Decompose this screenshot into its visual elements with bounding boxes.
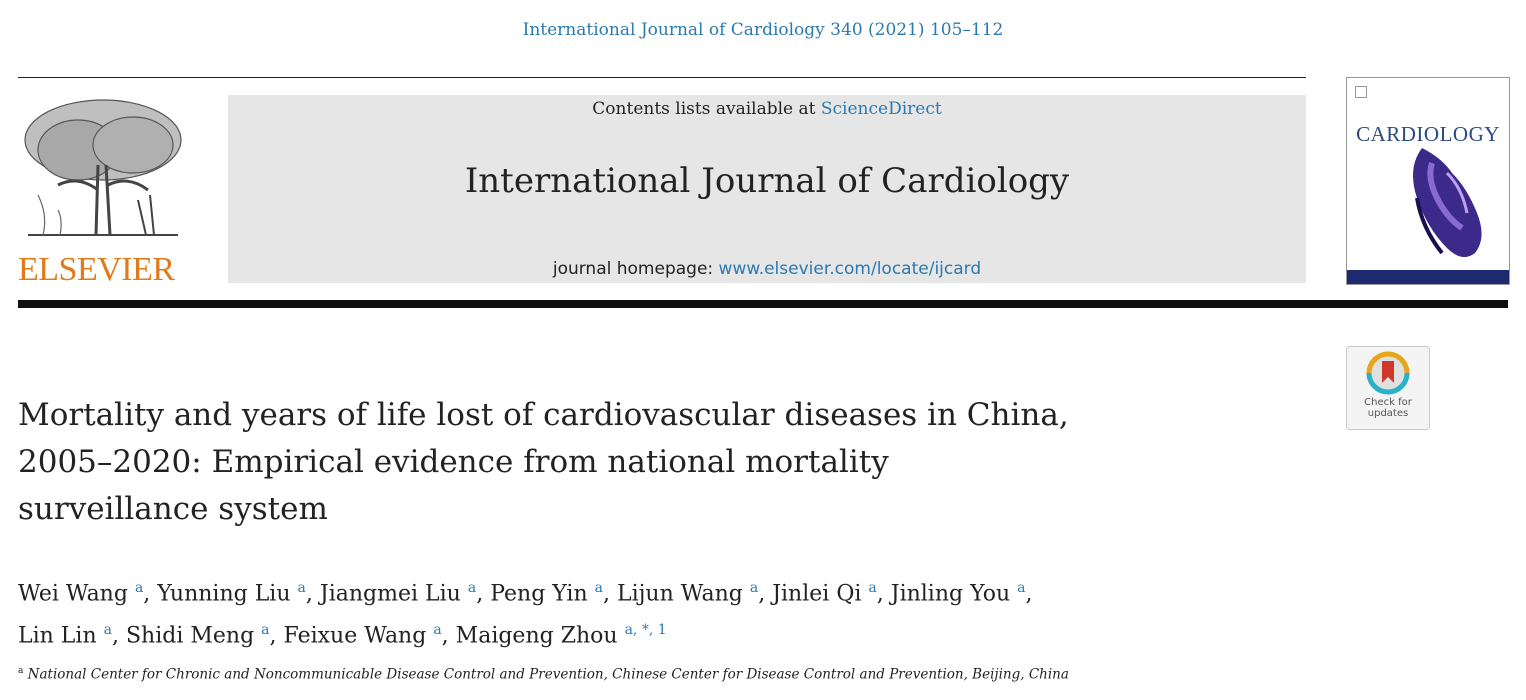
- author-affiliation-ref[interactable]: a: [297, 580, 306, 596]
- article-title-line: 2005–2020: Empirical evidence from natio…: [18, 444, 889, 480]
- journal-citation[interactable]: International Journal of Cardiology 340 …: [522, 20, 1004, 40]
- journal-header: ELSEVIER Contents lists available at Sci…: [18, 77, 1510, 288]
- heart-illustration-icon: [1413, 148, 1482, 257]
- check-for-updates-button[interactable]: Check for updates: [1346, 346, 1430, 430]
- author-affiliation-ref[interactable]: a: [433, 622, 442, 639]
- author-affiliation-ref[interactable]: a: [868, 580, 877, 596]
- author-name[interactable]: Jiangmei Liu: [319, 581, 461, 607]
- article-title-line: Mortality and years of life lost of card…: [18, 397, 1069, 433]
- author-name[interactable]: Jinlei Qi: [772, 581, 862, 607]
- journal-masthead: Contents lists available at ScienceDirec…: [228, 95, 1306, 283]
- contents-prefix: Contents lists available at: [592, 99, 821, 119]
- author-affiliation-ref[interactable]: a: [594, 580, 603, 596]
- publisher-logo[interactable]: ELSEVIER: [18, 95, 186, 288]
- author-affiliation-ref[interactable]: a: [1017, 580, 1026, 596]
- affiliation: a National Center for Chronic and Noncom…: [18, 666, 1318, 683]
- check-for-updates-label: Check for updates: [1364, 397, 1412, 419]
- author-affiliation-ref[interactable]: a: [134, 580, 144, 596]
- cover-logo-icon: [1355, 86, 1367, 98]
- journal-cover-thumbnail[interactable]: CARDIOLOGY: [1346, 77, 1510, 285]
- author-name[interactable]: Lijun Wang: [616, 581, 743, 607]
- contents-line: Contents lists available at ScienceDirec…: [228, 99, 1306, 119]
- author-affiliation-ref[interactable]: a, *, 1: [624, 622, 667, 639]
- sciencedirect-link[interactable]: ScienceDirect: [820, 99, 942, 119]
- author-name[interactable]: Shidi Meng: [125, 623, 255, 649]
- affiliation-mark: a: [18, 666, 24, 676]
- author-name[interactable]: Yunning Liu: [157, 581, 291, 607]
- author-affiliation-ref[interactable]: a: [749, 580, 759, 596]
- author-name[interactable]: Lin Lin: [18, 623, 97, 649]
- cover-footer-bar: [1347, 270, 1509, 284]
- author-affiliation-ref[interactable]: a: [261, 622, 270, 639]
- author-affiliation-ref[interactable]: a: [467, 580, 477, 596]
- header-divider: [18, 300, 1508, 308]
- author-affiliation-ref[interactable]: a: [103, 622, 112, 639]
- top-divider: [18, 77, 1306, 78]
- homepage-prefix: journal homepage:: [552, 259, 719, 279]
- affiliation-text: National Center for Chronic and Noncommu…: [27, 666, 1069, 683]
- journal-name: International Journal of Cardiology: [464, 161, 1070, 201]
- homepage-line: journal homepage: www.elsevier.com/locat…: [228, 259, 1306, 279]
- author-name[interactable]: Feixue Wang: [283, 623, 427, 649]
- article-title: Mortality and years of life lost of card…: [18, 392, 1248, 533]
- author-name[interactable]: Peng Yin: [490, 581, 588, 607]
- author-list: Wei Wang a, Yunning Liu a, Jiangmei Liu …: [18, 580, 1033, 649]
- article-title-line: surveillance system: [18, 491, 328, 527]
- author-name[interactable]: Maigeng Zhou: [455, 623, 618, 649]
- author-name[interactable]: Jinling You: [890, 581, 1011, 607]
- journal-homepage-link[interactable]: www.elsevier.com/locate/ijcard: [718, 259, 982, 279]
- cover-title: CARDIOLOGY: [1356, 122, 1500, 146]
- author-name[interactable]: Wei Wang: [18, 581, 128, 607]
- publisher-name: ELSEVIER: [18, 251, 175, 288]
- tree-emblem-icon: [24, 99, 182, 236]
- bookmark-badge-icon: [1366, 351, 1410, 395]
